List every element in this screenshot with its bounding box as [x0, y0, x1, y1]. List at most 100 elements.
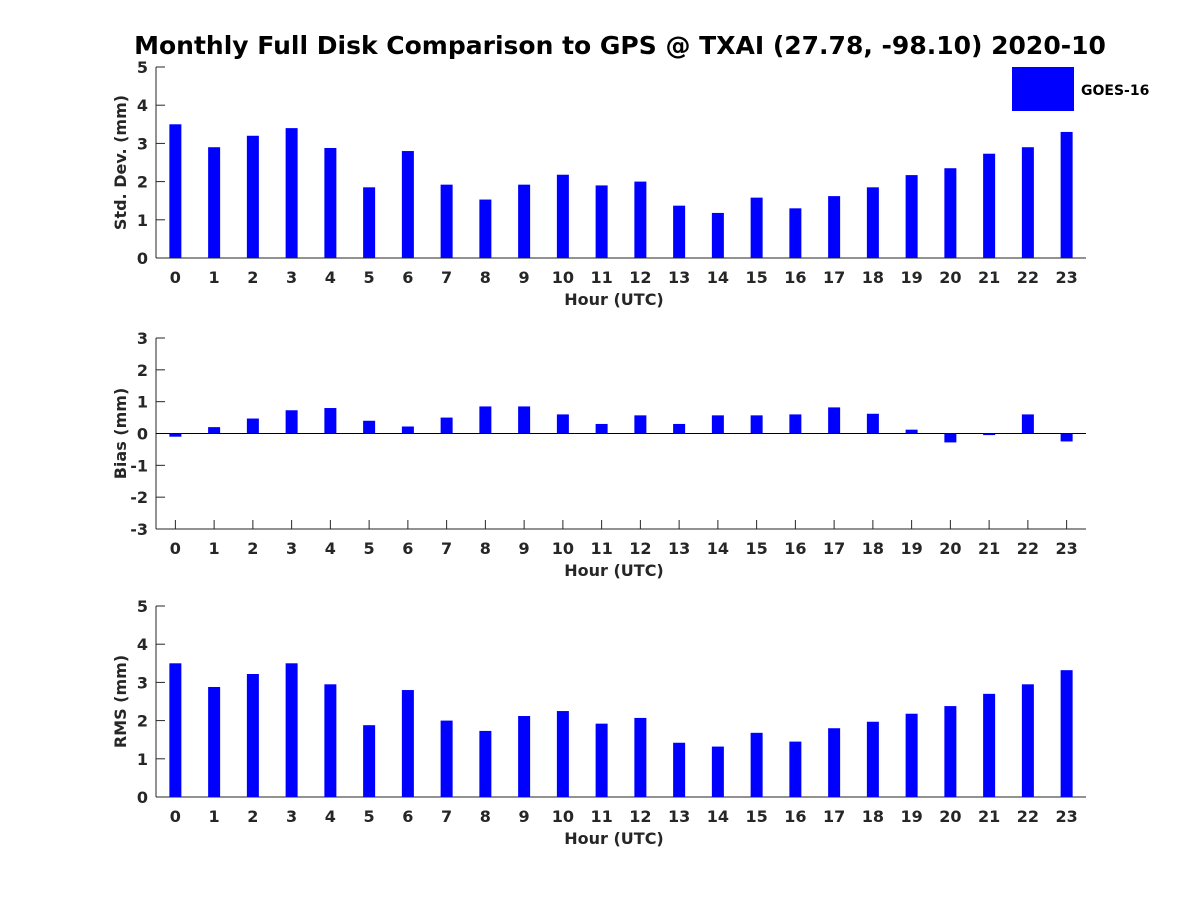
bar [828, 196, 841, 258]
bar [634, 181, 647, 258]
x-tick-label: 7 [441, 807, 452, 826]
x-tick-label: 20 [939, 807, 961, 826]
bar [711, 746, 724, 797]
legend: GOES-16 [1012, 67, 1149, 111]
bar [518, 184, 531, 258]
x-tick-label: 10 [552, 807, 574, 826]
x-tick-label: 21 [978, 807, 1000, 826]
x-tick-label: 7 [441, 268, 452, 287]
y-tick-label: 4 [137, 96, 148, 115]
bar [363, 420, 376, 434]
bar [208, 686, 221, 797]
x-tick-label: 3 [286, 268, 297, 287]
bar [1060, 670, 1073, 797]
x-tick-label: 19 [900, 268, 922, 287]
bar [750, 415, 763, 434]
bar [440, 417, 453, 434]
bar [944, 433, 957, 443]
x-tick-label: 5 [364, 807, 375, 826]
x-tick-label: 19 [900, 539, 922, 558]
x-tick-label: 15 [745, 807, 767, 826]
y-tick-label: 2 [137, 173, 148, 192]
bar [711, 212, 724, 258]
x-tick-label: 10 [552, 539, 574, 558]
x-axis-label: Hour (UTC) [564, 561, 664, 580]
x-tick-label: 0 [170, 268, 181, 287]
y-axis-label: Std. Dev. (mm) [111, 95, 130, 230]
bar [905, 713, 918, 797]
x-tick-label: 6 [402, 807, 413, 826]
bar [208, 427, 221, 434]
x-tick-label: 1 [209, 268, 220, 287]
bar [246, 673, 259, 797]
bar [1021, 414, 1034, 434]
bar [711, 415, 724, 434]
y-axis-label: Bias (mm) [111, 388, 130, 480]
x-tick-label: 8 [480, 268, 491, 287]
legend-label: GOES-16 [1081, 83, 1149, 99]
x-tick-label: 23 [1055, 268, 1077, 287]
x-tick-label: 7 [441, 539, 452, 558]
bar [673, 423, 686, 434]
y-tick-label: 0 [137, 425, 148, 444]
x-tick-label: 19 [900, 807, 922, 826]
x-tick-label: 12 [629, 268, 651, 287]
bar [324, 408, 337, 434]
x-tick-label: 3 [286, 807, 297, 826]
bar [1060, 131, 1073, 258]
x-tick-label: 15 [745, 268, 767, 287]
x-tick-label: 14 [707, 539, 729, 558]
x-tick-label: 13 [668, 539, 690, 558]
y-tick-label: 3 [137, 673, 148, 692]
x-tick-label: 22 [1017, 539, 1039, 558]
bar [246, 418, 259, 434]
x-tick-label: 22 [1017, 268, 1039, 287]
bar [518, 716, 531, 797]
bar [983, 153, 996, 258]
x-tick-label: 18 [862, 539, 884, 558]
y-tick-label: 3 [137, 134, 148, 153]
x-tick-label: 18 [862, 268, 884, 287]
bar [169, 663, 182, 797]
bar [169, 124, 182, 258]
x-tick-label: 9 [519, 268, 530, 287]
x-tick-label: 16 [784, 539, 806, 558]
x-tick-label: 9 [519, 539, 530, 558]
x-tick-label: 21 [978, 268, 1000, 287]
bar [944, 706, 957, 797]
x-tick-label: 10 [552, 268, 574, 287]
bar [983, 433, 996, 436]
y-tick-label: 4 [137, 635, 148, 654]
bar [401, 426, 414, 434]
bar [208, 147, 221, 258]
bar [673, 205, 686, 258]
x-tick-label: 12 [629, 807, 651, 826]
bar [440, 184, 453, 258]
bar [905, 429, 918, 434]
x-tick-label: 5 [364, 539, 375, 558]
y-tick-label: 0 [137, 788, 148, 807]
x-tick-label: 9 [519, 807, 530, 826]
x-tick-label: 3 [286, 539, 297, 558]
bar [944, 168, 957, 258]
bar [1021, 684, 1034, 797]
bar [518, 406, 531, 434]
x-tick-label: 11 [590, 539, 612, 558]
x-tick-label: 2 [247, 807, 258, 826]
x-tick-label: 1 [209, 807, 220, 826]
bar [556, 711, 569, 797]
x-axis-label: Hour (UTC) [564, 290, 664, 309]
bar [866, 187, 879, 258]
x-tick-label: 20 [939, 268, 961, 287]
bar [556, 174, 569, 258]
x-tick-label: 17 [823, 268, 845, 287]
x-tick-label: 11 [590, 807, 612, 826]
y-tick-label: 1 [137, 750, 148, 769]
bar [789, 741, 802, 797]
y-tick-label: -1 [130, 456, 148, 475]
bar [983, 693, 996, 797]
bar [595, 723, 608, 797]
